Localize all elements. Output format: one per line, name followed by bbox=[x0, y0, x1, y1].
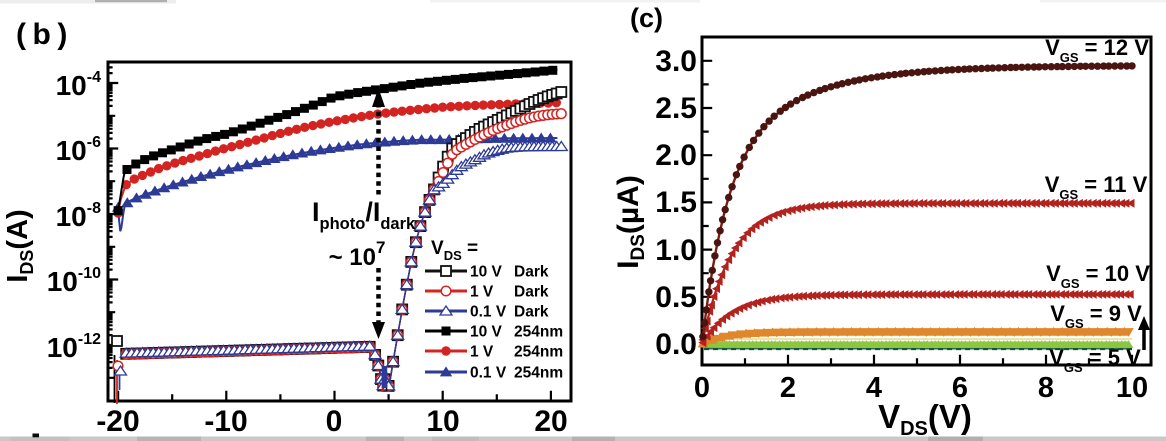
svg-text:10-10: 10-10 bbox=[47, 265, 101, 297]
svg-text:254nm: 254nm bbox=[514, 365, 563, 382]
svg-text:0.5: 0.5 bbox=[655, 281, 697, 314]
svg-text:~ 107: ~ 107 bbox=[329, 238, 386, 271]
svg-text:0: 0 bbox=[694, 372, 710, 404]
svg-text:Dark: Dark bbox=[514, 304, 549, 321]
svg-text:20: 20 bbox=[534, 405, 567, 438]
svg-text:10 V: 10 V bbox=[470, 324, 503, 341]
svg-text:2.0: 2.0 bbox=[655, 139, 697, 172]
svg-text:Dark: Dark bbox=[514, 284, 549, 301]
svg-text:IDS(A): IDS(A) bbox=[2, 209, 37, 282]
svg-text:1 V: 1 V bbox=[470, 344, 494, 361]
svg-text:3.0: 3.0 bbox=[655, 45, 697, 78]
svg-text:2: 2 bbox=[780, 372, 796, 404]
svg-text:(c): (c) bbox=[630, 3, 663, 33]
svg-text:10: 10 bbox=[1116, 372, 1148, 404]
svg-text:1.0: 1.0 bbox=[655, 234, 697, 267]
svg-text:254nm: 254nm bbox=[514, 344, 563, 361]
svg-text:2.5: 2.5 bbox=[655, 92, 697, 125]
svg-text:1.5: 1.5 bbox=[655, 186, 697, 219]
svg-text:10 V: 10 V bbox=[470, 264, 503, 281]
svg-text:(b): (b) bbox=[16, 18, 74, 51]
svg-text:6: 6 bbox=[952, 372, 968, 404]
svg-text:0.1 V: 0.1 V bbox=[470, 365, 507, 382]
svg-text:4: 4 bbox=[866, 372, 882, 404]
svg-text:0.0: 0.0 bbox=[655, 328, 697, 361]
svg-text:Dark: Dark bbox=[514, 264, 549, 281]
svg-text:0.1 V: 0.1 V bbox=[470, 304, 507, 321]
svg-text:-10: -10 bbox=[204, 405, 247, 438]
svg-text:254nm: 254nm bbox=[514, 324, 563, 341]
svg-text:10: 10 bbox=[426, 405, 459, 438]
svg-text:8: 8 bbox=[1038, 372, 1054, 404]
svg-text:0: 0 bbox=[326, 405, 343, 438]
svg-text:IDS(µA): IDS(µA) bbox=[612, 175, 649, 269]
svg-text:-20: -20 bbox=[96, 405, 139, 438]
svg-text:1 V: 1 V bbox=[470, 284, 494, 301]
